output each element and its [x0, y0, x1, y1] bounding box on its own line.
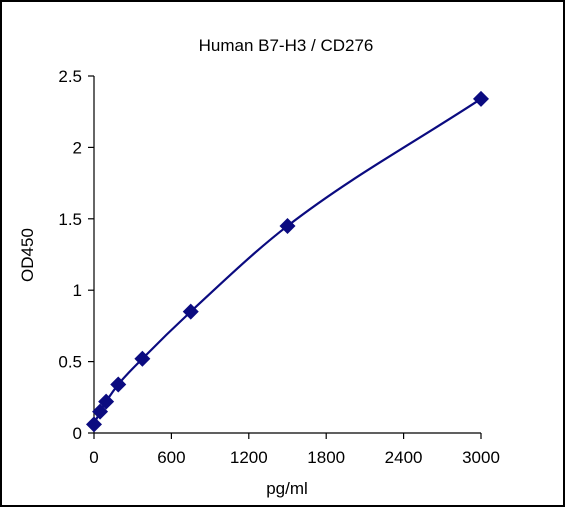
y-axis-label: OD450	[18, 228, 37, 282]
y-tick-label: 2.5	[58, 67, 82, 86]
y-tick-label: 1.5	[58, 210, 82, 229]
data-point	[279, 217, 296, 234]
chart-svg: Human B7-H3 / CD276 0 0.5 1 1.5 2 2.5 0 600 120…	[18, 36, 500, 498]
chart-title: Human B7-H3 / CD276	[199, 36, 374, 55]
y-tick-label: 0.5	[58, 353, 82, 372]
data-point	[473, 90, 489, 107]
x-tick-label: 600	[157, 448, 185, 467]
data-point	[134, 350, 151, 367]
y-tick-label: 2	[73, 138, 82, 157]
fit-curve	[93, 97, 482, 425]
data-point	[110, 376, 127, 393]
x-tick-label: 1800	[307, 448, 345, 467]
data-point	[86, 416, 102, 433]
x-tick-label: 1200	[230, 448, 268, 467]
x-tick-label: 0	[89, 448, 98, 467]
x-tick-label: 3000	[462, 448, 500, 467]
x-tick-label: 2400	[385, 448, 423, 467]
x-ticks: 0 600 1200 1800 2400 3000	[89, 433, 500, 467]
y-ticks: 0 0.5 1 1.5 2 2.5	[58, 67, 94, 443]
y-tick-label: 1	[73, 281, 82, 300]
data-point	[92, 403, 109, 420]
data-point	[98, 393, 115, 410]
data-point	[182, 303, 199, 320]
y-tick-label: 0	[73, 424, 82, 443]
data-points	[86, 90, 489, 433]
x-axis-label: pg/ml	[266, 479, 308, 498]
